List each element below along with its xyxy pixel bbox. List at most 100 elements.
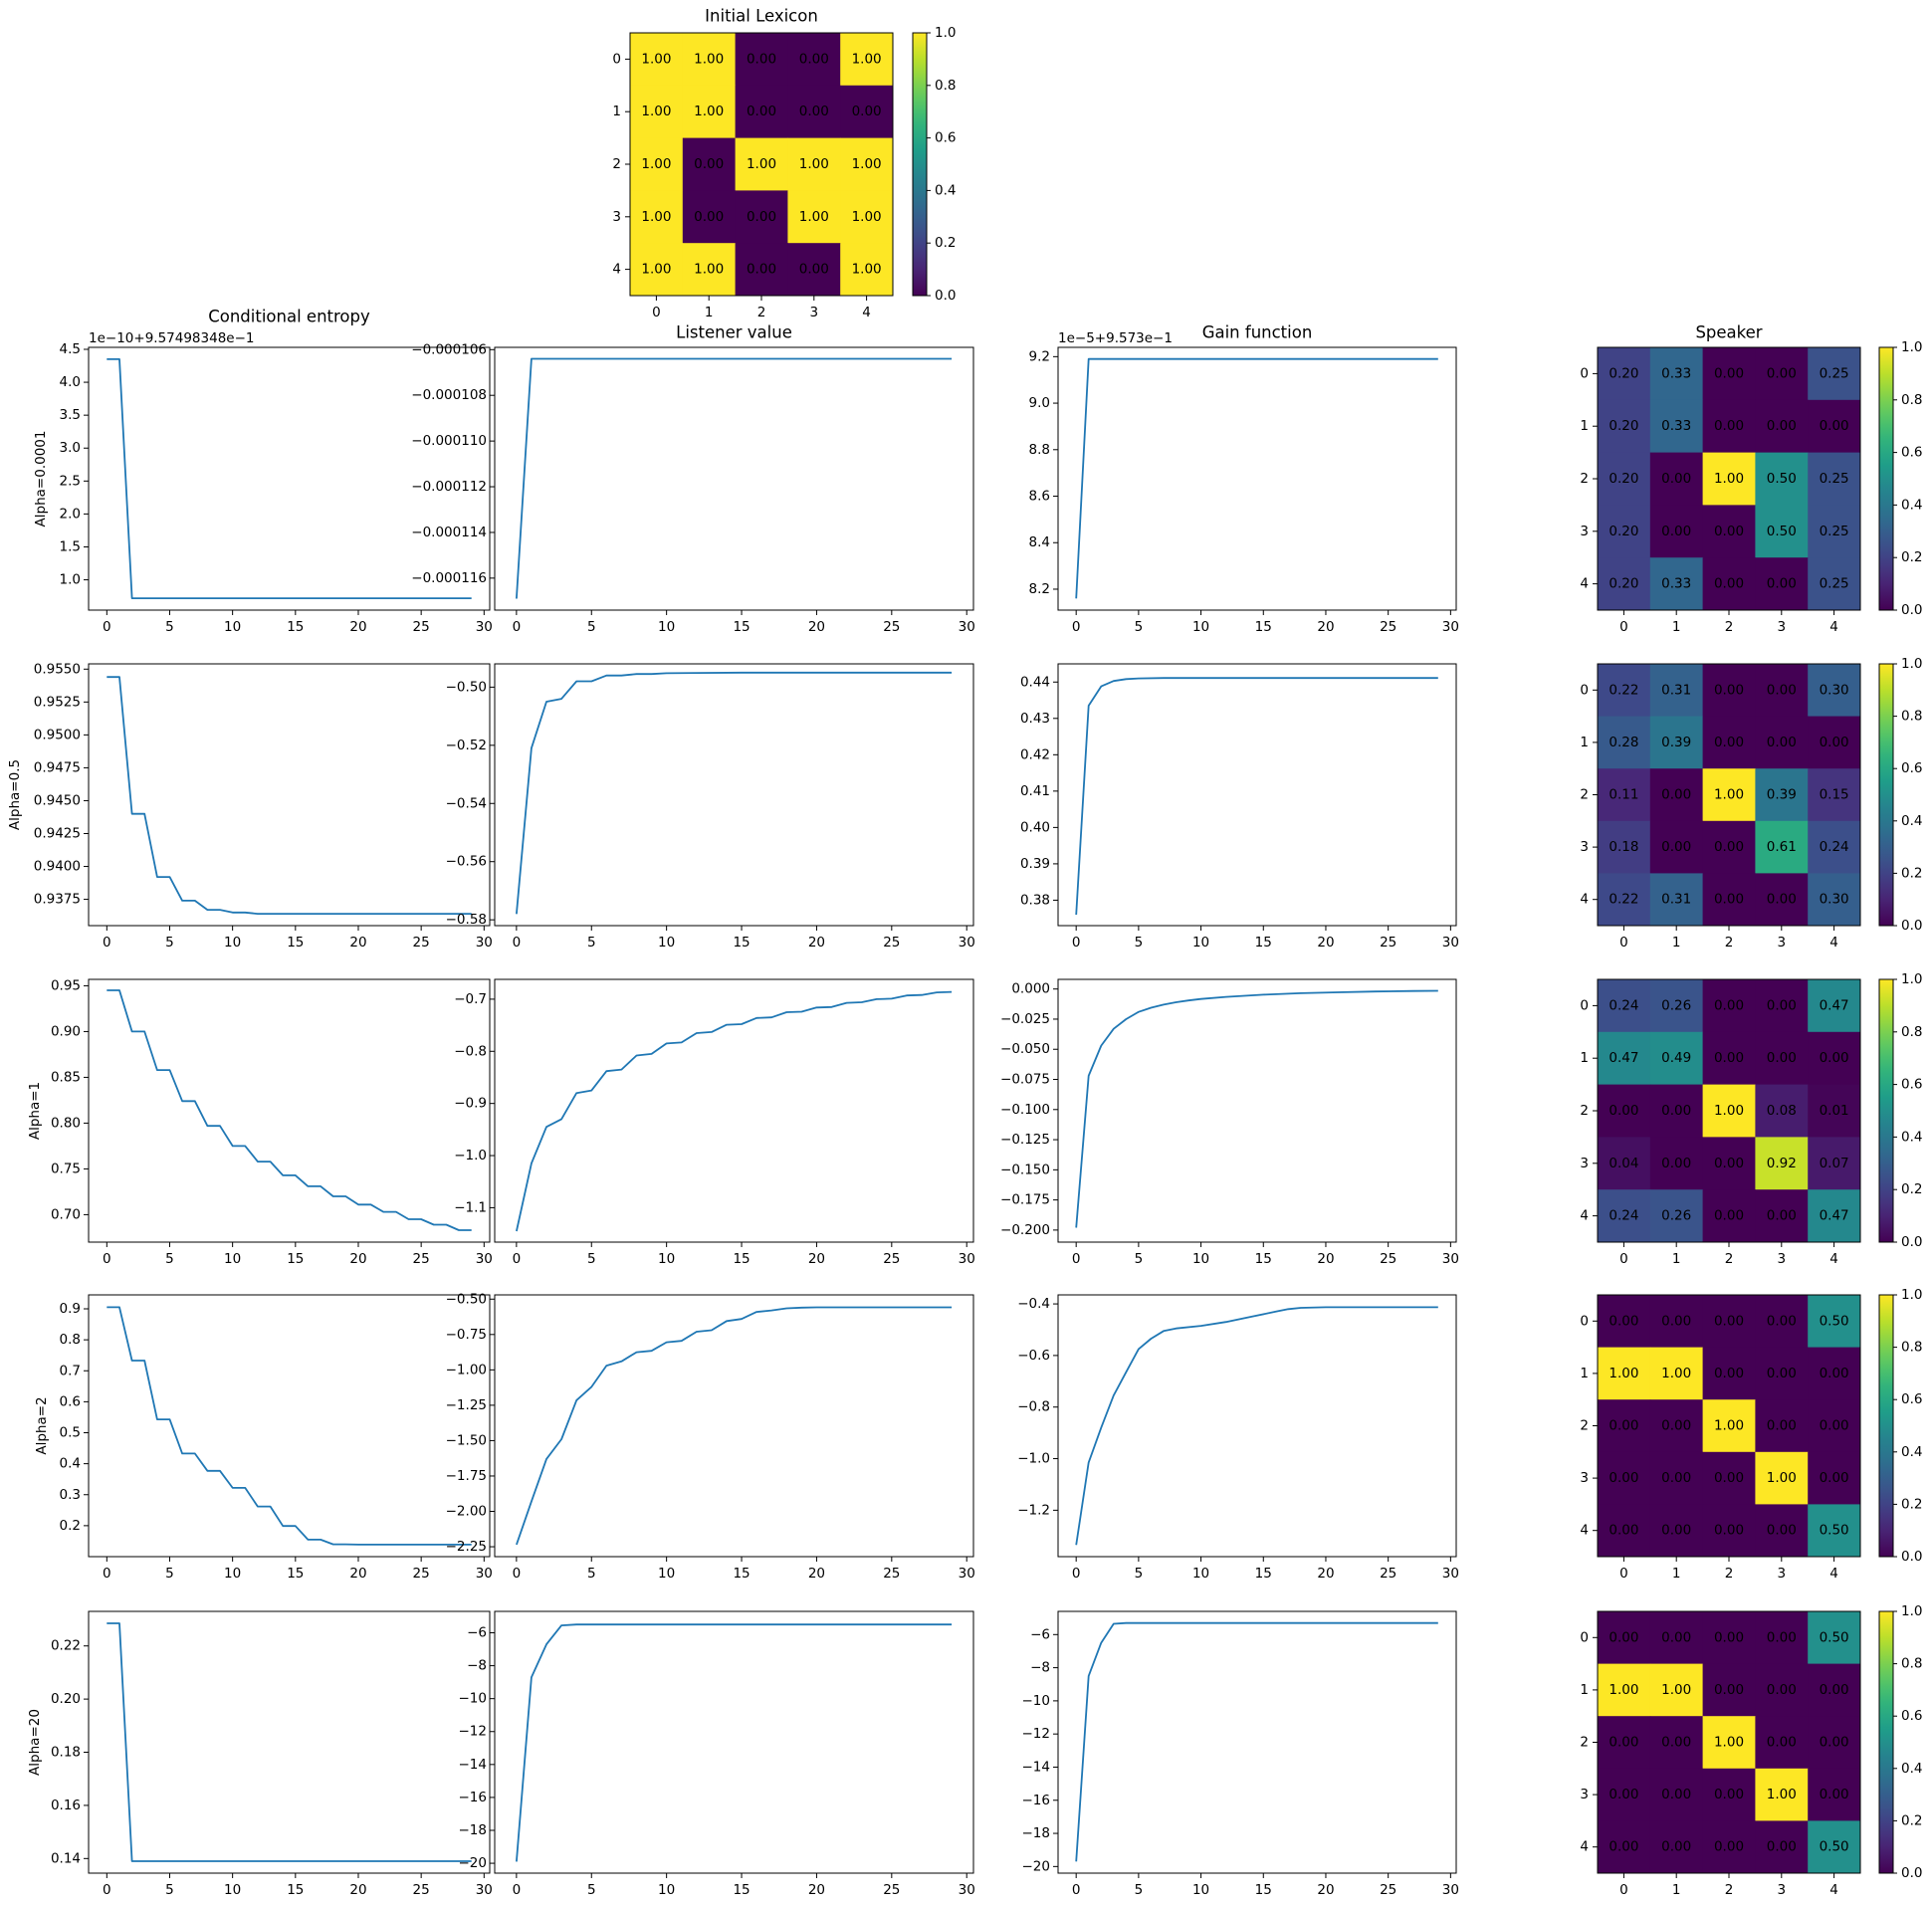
cell-value: 0.00 xyxy=(1767,1418,1797,1434)
series-line xyxy=(516,671,953,915)
heatmap-cell xyxy=(1649,399,1704,454)
heatmap-cell xyxy=(787,190,841,244)
heatmap-cell xyxy=(1755,820,1809,874)
heatmap-panel-a0-speaker: 0.20 0.33 0.00 0.00 0.250.20 0.33 0.00 0.00 0.00… xyxy=(1580,323,1922,636)
y-tick-label: −1.50 xyxy=(446,1432,487,1448)
y-tick-label: −0.50 xyxy=(446,1291,487,1307)
cell-value: 0.00 xyxy=(1767,1629,1797,1645)
heatmap-cell xyxy=(1598,1663,1651,1717)
cell-value: 0.28 xyxy=(1609,735,1638,750)
cell-value: 1.00 xyxy=(852,209,882,225)
cell-value: 0.50 xyxy=(1820,1313,1849,1329)
x-tick-label: 3 xyxy=(1778,1566,1787,1582)
cell-value: 0.00 xyxy=(1609,1735,1638,1751)
heatmap-cell xyxy=(1598,873,1651,927)
y-tick-label: −0.125 xyxy=(1000,1132,1050,1148)
colorbar-tick-label: 0.8 xyxy=(1901,709,1922,725)
heatmap-cell xyxy=(1649,768,1704,822)
x-tick-label: 1 xyxy=(1672,935,1681,951)
cell-value: 0.00 xyxy=(1661,1313,1691,1329)
heatmap-cell xyxy=(1598,1768,1651,1821)
heatmap-cell xyxy=(735,190,788,244)
colorbar xyxy=(1878,663,1894,927)
heatmap-cell xyxy=(1755,452,1809,506)
heatmap-panel-a3-speaker: 0.00 0.00 0.00 0.00 0.501.00 1.00 0.00 0.00 0.00… xyxy=(1580,1287,1922,1582)
cell-value: 0.47 xyxy=(1820,1208,1849,1224)
heatmap-cell xyxy=(1702,664,1756,718)
x-tick-label: 15 xyxy=(287,1882,304,1898)
heatmap-cell xyxy=(1649,979,1704,1033)
y-tick-label: 1.0 xyxy=(60,572,81,588)
heatmap-cell xyxy=(1598,1137,1651,1190)
heatmap-cell xyxy=(1649,1820,1704,1874)
panel-title: Listener value xyxy=(676,323,792,342)
y-tick-label: −6 xyxy=(1030,1626,1050,1642)
cell-value: 0.30 xyxy=(1820,892,1849,908)
x-tick-label: 4 xyxy=(1829,1566,1838,1582)
x-tick-label: 30 xyxy=(1442,1882,1459,1898)
y-tick-label: 9.0 xyxy=(1029,395,1050,411)
y-tick-label: 3 xyxy=(1580,1156,1589,1171)
heatmap-cell xyxy=(1755,1451,1809,1505)
line-panel-a1-entropy: 0 5 10 15 20 25 30 0.9375 0.9400 0.9425 0.9450 0.94… xyxy=(7,661,493,951)
x-tick-label: 10 xyxy=(658,1566,675,1582)
cell-value: 1.00 xyxy=(641,209,671,225)
cell-value: 1.00 xyxy=(1609,1366,1638,1381)
y-tick-label: 0.9375 xyxy=(34,892,81,908)
series-line xyxy=(1075,677,1438,916)
y-tick-label: 2 xyxy=(1580,471,1589,487)
heatmap-cell xyxy=(1649,1768,1704,1821)
x-tick-label: 0 xyxy=(103,1882,111,1898)
colorbar-tick-label: 0.4 xyxy=(1901,813,1922,829)
x-tick-label: 5 xyxy=(165,935,174,951)
cell-value: 0.04 xyxy=(1609,1156,1638,1171)
cell-value: 0.00 xyxy=(1767,1208,1797,1224)
x-tick-label: 20 xyxy=(1317,1882,1334,1898)
cell-value: 1.00 xyxy=(1767,1787,1797,1802)
y-tick-label: 3 xyxy=(612,209,621,225)
cell-value: 0.31 xyxy=(1661,682,1691,698)
heatmap-cell xyxy=(1598,768,1651,822)
cell-value: 0.00 xyxy=(1609,1629,1638,1645)
y-tick-label: 0.9525 xyxy=(34,694,81,710)
y-tick-label: −8 xyxy=(1030,1660,1050,1676)
cell-value: 1.00 xyxy=(1609,1682,1638,1698)
heatmap-cell xyxy=(1598,505,1651,558)
cell-value: 0.00 xyxy=(1609,1839,1638,1855)
line-panel-a2-listener: 0 5 10 15 20 25 30 −1.1 −1.0 −0.9 −0.8 −0.7 xyxy=(454,978,975,1267)
colorbar-tick-label: 0.4 xyxy=(935,182,956,198)
cell-value: 1.00 xyxy=(1714,1735,1744,1751)
y-tick-label: 4.0 xyxy=(60,374,81,390)
cell-value: 1.00 xyxy=(641,104,671,119)
cell-value: 0.00 xyxy=(1609,1418,1638,1434)
axis-offset-label: 1e−5+9.573e−1 xyxy=(1058,330,1173,346)
y-tick-label: 0.9550 xyxy=(34,661,81,677)
x-tick-label: 25 xyxy=(1380,1251,1396,1267)
cell-value: 1.00 xyxy=(1714,471,1744,487)
colorbar-tick-label: 0.2 xyxy=(1901,1181,1922,1197)
heatmap-cell xyxy=(1808,399,1861,454)
y-tick-label: −0.000106 xyxy=(411,341,487,357)
heatmap-cell xyxy=(1649,873,1704,927)
heatmap-cell xyxy=(1702,768,1756,822)
cell-value: 0.26 xyxy=(1661,1208,1691,1224)
cell-value: 1.00 xyxy=(641,156,671,172)
heatmap-cell xyxy=(1649,1137,1704,1190)
cell-value: 0.08 xyxy=(1767,1103,1797,1119)
x-tick-label: 0 xyxy=(513,1566,522,1582)
y-tick-label: 3 xyxy=(1580,839,1589,855)
y-tick-label: 3 xyxy=(1580,524,1589,539)
cell-value: 0.22 xyxy=(1609,682,1638,698)
colorbar-tick-label: 0.0 xyxy=(1901,1865,1922,1881)
y-tick-label: 0 xyxy=(1580,682,1589,698)
heatmap-cell xyxy=(1702,1820,1756,1874)
cell-value: 0.00 xyxy=(1820,418,1849,434)
cell-value: 0.00 xyxy=(1767,1682,1797,1698)
heatmap-cell xyxy=(1808,1716,1861,1770)
series-line xyxy=(107,989,472,1231)
x-tick-label: 0 xyxy=(1072,619,1081,635)
line-panel-a3-entropy: 0 5 10 15 20 25 30 0.2 0.3 0.4 0.5 0.6 0.7 0.8 0.9 Alph… xyxy=(34,1294,493,1582)
x-tick-label: 15 xyxy=(1255,935,1272,951)
x-tick-label: 25 xyxy=(1380,1566,1396,1582)
heatmap-cell xyxy=(1808,452,1861,506)
